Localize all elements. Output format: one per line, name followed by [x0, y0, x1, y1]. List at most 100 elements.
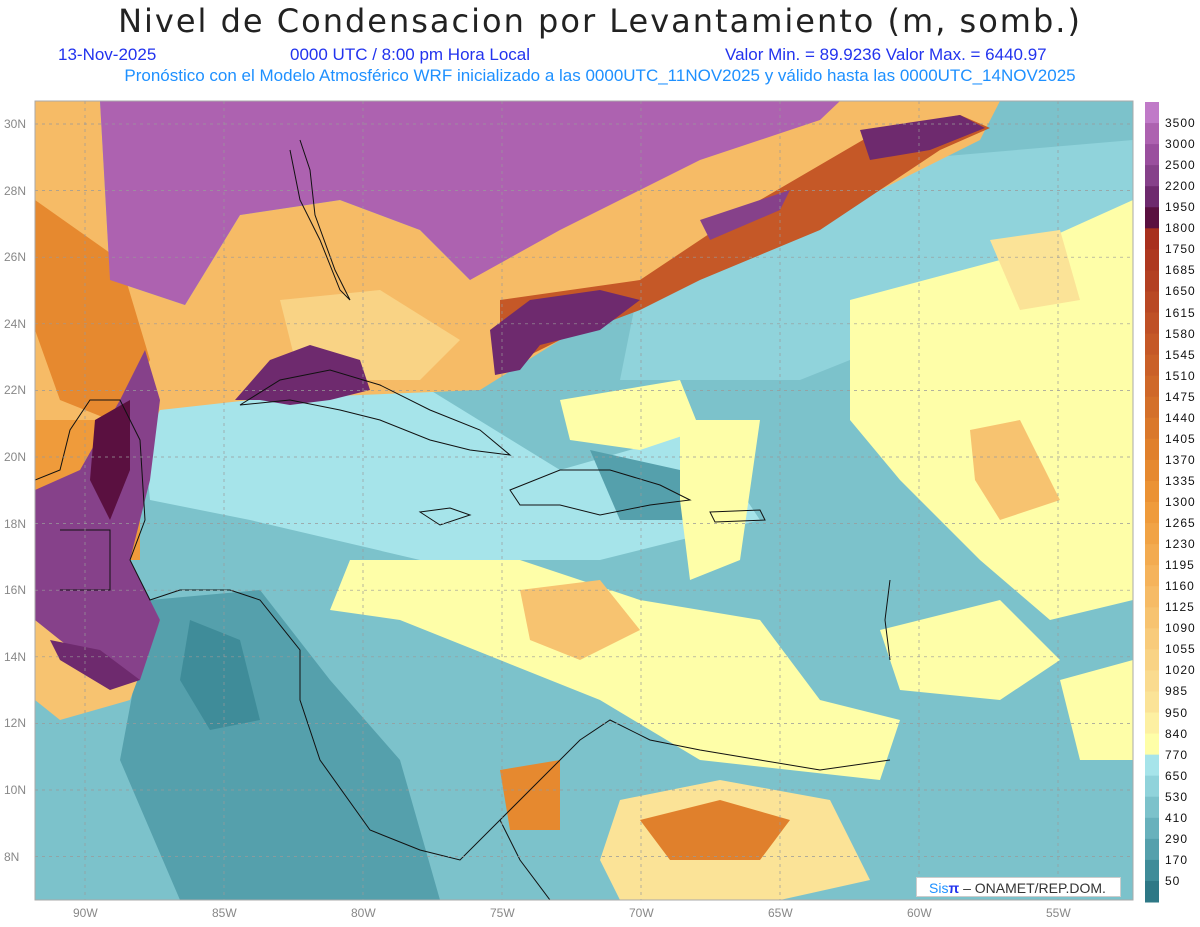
colorbar-label: 1685 [1165, 263, 1196, 278]
lat-tick-label: 8N [4, 849, 20, 864]
min-max-values: Valor Min. = 89.9236 Valor Max. = 6440.9… [725, 45, 1047, 64]
colorbar-swatch [1145, 838, 1159, 861]
colorbar-swatch [1145, 775, 1159, 798]
lat-tick-label: 18N [4, 516, 27, 531]
colorbar-label: 1055 [1165, 642, 1196, 657]
lat-tick-label: 30N [4, 117, 27, 131]
colorbar-swatch [1145, 417, 1159, 440]
colorbar-label: 1020 [1165, 663, 1196, 678]
colorbar-label: 1125 [1165, 600, 1195, 615]
lcl-shading [35, 101, 1133, 900]
colorbar-label: 1750 [1165, 242, 1196, 257]
colorbar-swatch [1145, 123, 1159, 145]
lat-tick-label: 24N [4, 316, 27, 331]
colorbar-label: 1300 [1165, 495, 1196, 509]
colorbar-label: 530 [1165, 789, 1189, 804]
lat-tick-label: 10N [4, 783, 27, 797]
colorbar-swatch [1145, 544, 1159, 566]
brand-sis: Sis [929, 880, 949, 896]
colorbar-label: 1335 [1165, 473, 1196, 488]
forecast-info: Pronóstico con el Modelo Atmosférico WRF… [124, 66, 1076, 85]
lon-tick-label: 55W [1046, 906, 1071, 920]
colorbar-label: 1265 [1165, 516, 1196, 531]
lat-tick-label: 20N [4, 450, 27, 464]
colorbar-label: 1545 [1165, 347, 1196, 362]
colorbar-label: 1510 [1165, 368, 1196, 383]
colorbar-label: 1475 [1165, 389, 1196, 404]
colorbar-swatch [1145, 586, 1159, 608]
lon-tick-label: 70W [629, 906, 654, 920]
colorbar [1145, 102, 1159, 903]
colorbar-swatch [1145, 438, 1159, 461]
colorbar-label: 50 [1165, 873, 1181, 888]
colorbar-label: 770 [1165, 747, 1189, 762]
colorbar-label: 1440 [1165, 410, 1196, 425]
colorbar-swatch [1145, 312, 1159, 335]
colorbar-swatch [1145, 523, 1159, 545]
credit-box: Sisπ – ONAMET/REP.DOM. [916, 877, 1121, 897]
colorbar-label: 1370 [1165, 452, 1196, 467]
lon-tick-label: 60W [907, 906, 932, 920]
colorbar-swatch [1145, 375, 1159, 398]
colorbar-label: 1195 [1165, 558, 1195, 573]
colorbar-label: 1800 [1165, 221, 1196, 236]
lat-tick-label: 16N [4, 583, 27, 598]
colorbar-swatch [1145, 459, 1159, 482]
colorbar-swatch [1145, 186, 1159, 208]
colorbar-label: 950 [1165, 705, 1189, 720]
colorbar-swatch [1145, 270, 1159, 292]
colorbar-swatch [1145, 502, 1159, 524]
colorbar-label: 410 [1165, 810, 1189, 825]
colorbar-label: 290 [1165, 831, 1189, 846]
brand-pi: π [948, 880, 960, 896]
lat-tick-label: 12N [4, 716, 27, 731]
colorbar-swatch [1145, 480, 1159, 503]
colorbar-swatch [1145, 628, 1159, 650]
colorbar-swatch [1145, 165, 1159, 187]
lat-lon-grid [35, 101, 1133, 900]
colorbar-swatch [1145, 733, 1159, 756]
colorbar-swatch [1145, 607, 1159, 629]
colorbar-label: 3000 [1165, 137, 1196, 152]
colorbar-swatch [1145, 249, 1159, 271]
colorbar-swatch [1145, 207, 1159, 229]
colorbar-swatch [1145, 670, 1159, 692]
map-frame [34, 100, 1134, 901]
colorbar-label: 1230 [1165, 537, 1196, 552]
colorbar-label: 1405 [1165, 431, 1196, 446]
colorbar-swatch [1145, 102, 1159, 124]
colorbar-label: 2200 [1165, 179, 1196, 194]
map-title: Nivel de Condensacion por Levantamiento … [118, 2, 1082, 40]
colorbar-label: 3500 [1165, 116, 1196, 131]
lon-tick-label: 90W [73, 906, 98, 920]
colorbar-swatch [1145, 859, 1159, 882]
lat-tick-label: 28N [4, 183, 27, 198]
colorbar-swatch [1145, 291, 1159, 314]
colorbar-swatch [1145, 565, 1159, 587]
colorbar-swatch [1145, 691, 1159, 714]
colorbar-swatch [1145, 880, 1159, 903]
lon-tick-label: 80W [351, 906, 376, 920]
colorbar-swatch [1145, 754, 1159, 777]
lon-tick-label: 75W [490, 906, 515, 920]
lat-tick-label: 14N [4, 649, 27, 664]
colorbar-swatch [1145, 144, 1159, 166]
colorbar-swatch [1145, 712, 1159, 735]
colorbar-swatch [1145, 817, 1159, 840]
colorbar-label: 1615 [1165, 305, 1196, 320]
colorbar-swatch [1145, 796, 1159, 819]
colorbar-swatch [1145, 396, 1159, 419]
colorbar-swatch [1145, 228, 1159, 250]
lon-tick-label: 65W [768, 906, 793, 920]
lat-tick-label: 26N [4, 250, 27, 265]
colorbar-label: 1950 [1165, 200, 1196, 215]
forecast-time: 0000 UTC / 8:00 pm Hora Local [290, 45, 531, 64]
colorbar-swatch [1145, 649, 1159, 671]
colorbar-label: 985 [1165, 684, 1189, 699]
colorbar-label: 2500 [1165, 158, 1196, 173]
forecast-date: 13-Nov-2025 [58, 45, 157, 64]
lat-tick-label: 22N [4, 383, 27, 398]
colorbar-label: 1650 [1165, 284, 1196, 299]
colorbar-label: 1580 [1165, 326, 1196, 341]
